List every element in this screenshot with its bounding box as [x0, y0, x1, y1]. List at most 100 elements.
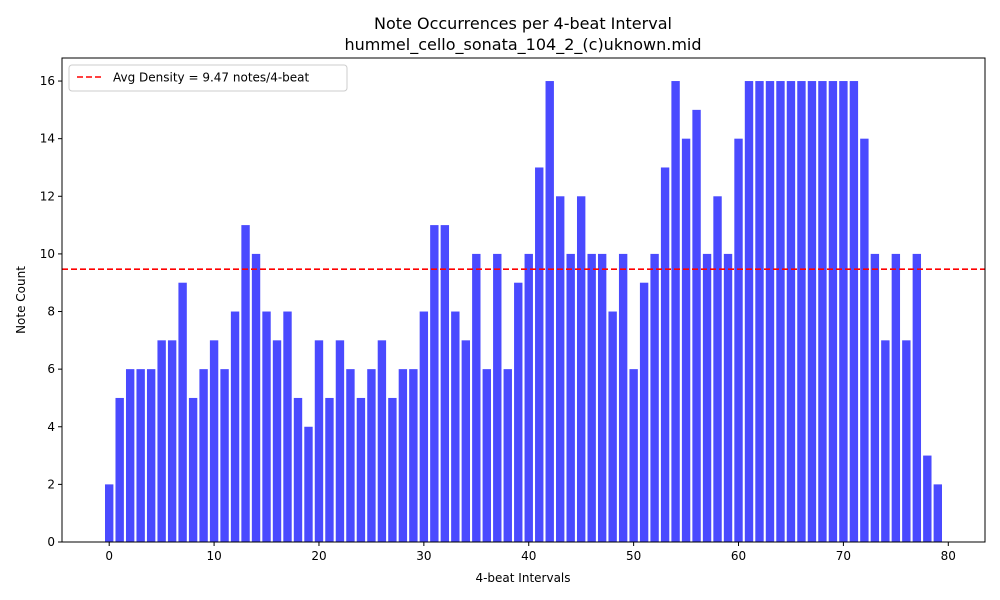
bar: [377, 340, 387, 542]
bar: [545, 81, 554, 543]
bar: [776, 81, 785, 543]
bar: [293, 397, 303, 542]
bar: [115, 397, 124, 542]
legend: Avg Density = 9.47 notes/4-beat: [68, 64, 348, 92]
y-axis-ticks: 0 2 4 6 8 10 12 14 16: [40, 74, 62, 549]
bar: [650, 253, 659, 542]
bar: [734, 138, 743, 543]
bar: [188, 397, 198, 542]
bar: [923, 455, 932, 542]
y-tick-label: 6: [47, 362, 55, 376]
bar: [902, 340, 911, 542]
bar: [639, 282, 649, 542]
bar: [356, 397, 366, 542]
x-tick-label: 30: [416, 549, 431, 563]
bar: [524, 253, 533, 542]
bar: [629, 369, 638, 542]
bar: [398, 369, 408, 542]
bar: [461, 340, 471, 542]
legend-box: [68, 64, 348, 92]
bar: [472, 253, 481, 542]
y-tick-label: 12: [40, 189, 55, 203]
bar: [744, 81, 754, 543]
bar: [933, 484, 942, 542]
bar: [702, 253, 712, 542]
bar: [230, 311, 240, 542]
bar: [241, 225, 250, 542]
x-tick-label: 10: [206, 549, 221, 563]
x-axis-ticks: 0 10 20 30 40 50 60 70 80: [105, 542, 956, 563]
bar: [860, 138, 869, 543]
bar: [870, 253, 880, 542]
bar: [262, 311, 271, 542]
bar: [367, 369, 376, 542]
bar: [765, 81, 775, 543]
bar: [597, 253, 607, 542]
bar: [272, 340, 282, 542]
bar: [283, 311, 292, 542]
bar: [146, 369, 156, 542]
bar: [618, 253, 628, 542]
chart-subtitle: hummel_cello_sonata_104_2_(c)uknown.mid: [344, 35, 701, 55]
bar: [125, 369, 135, 542]
y-tick-label: 0: [47, 535, 55, 549]
bars-group: [105, 81, 942, 543]
x-tick-label: 20: [311, 549, 326, 563]
bar: [849, 81, 859, 543]
x-tick-label: 80: [941, 549, 956, 563]
bar: [157, 340, 166, 542]
legend-label: Avg Density = 9.47 notes/4-beat: [113, 71, 310, 85]
bar: [797, 81, 806, 543]
x-axis-label: 4-beat Intervals: [475, 571, 570, 585]
y-tick-label: 4: [47, 420, 55, 434]
bar: [692, 109, 701, 543]
bar: [828, 81, 838, 543]
bar: [671, 81, 680, 543]
bar: [503, 369, 512, 542]
bar: [723, 253, 733, 542]
bar: [419, 311, 429, 542]
bar: [451, 311, 460, 542]
bar: [556, 196, 565, 543]
bar: [346, 369, 355, 542]
bar: [178, 282, 187, 542]
bar: [199, 369, 208, 542]
bar: [167, 340, 177, 542]
x-tick-label: 0: [105, 549, 113, 563]
bar: [514, 282, 523, 542]
bar: [482, 369, 491, 542]
bar: [818, 81, 827, 543]
plot-frame: [61, 57, 986, 543]
bar: [325, 397, 334, 542]
x-tick-label: 40: [521, 549, 536, 563]
bar: [912, 253, 922, 542]
x-tick-label: 70: [836, 549, 851, 563]
bar: [891, 253, 901, 542]
bar: [388, 397, 397, 542]
x-tick-label: 60: [731, 549, 746, 563]
y-tick-label: 10: [40, 247, 55, 261]
bar: [608, 311, 617, 542]
bar: [409, 369, 418, 542]
bar: [335, 340, 345, 542]
y-tick-label: 14: [40, 132, 55, 146]
bar: [566, 253, 575, 542]
chart-title: Note Occurrences per 4-beat Interval: [374, 14, 672, 33]
y-tick-label: 8: [47, 305, 55, 319]
bar: [440, 225, 450, 542]
bar: [430, 225, 439, 542]
bar: [535, 167, 544, 543]
bar: [755, 81, 764, 543]
bar: [304, 426, 313, 542]
bar: [681, 138, 691, 543]
y-axis-label: Note Count: [14, 266, 28, 334]
bar: [713, 196, 722, 543]
bar: [493, 253, 502, 542]
bar: [136, 369, 145, 542]
bar: [881, 340, 890, 542]
bar: [807, 81, 817, 543]
y-tick-label: 16: [40, 74, 55, 88]
bar: [839, 81, 848, 543]
bar: [576, 196, 586, 543]
